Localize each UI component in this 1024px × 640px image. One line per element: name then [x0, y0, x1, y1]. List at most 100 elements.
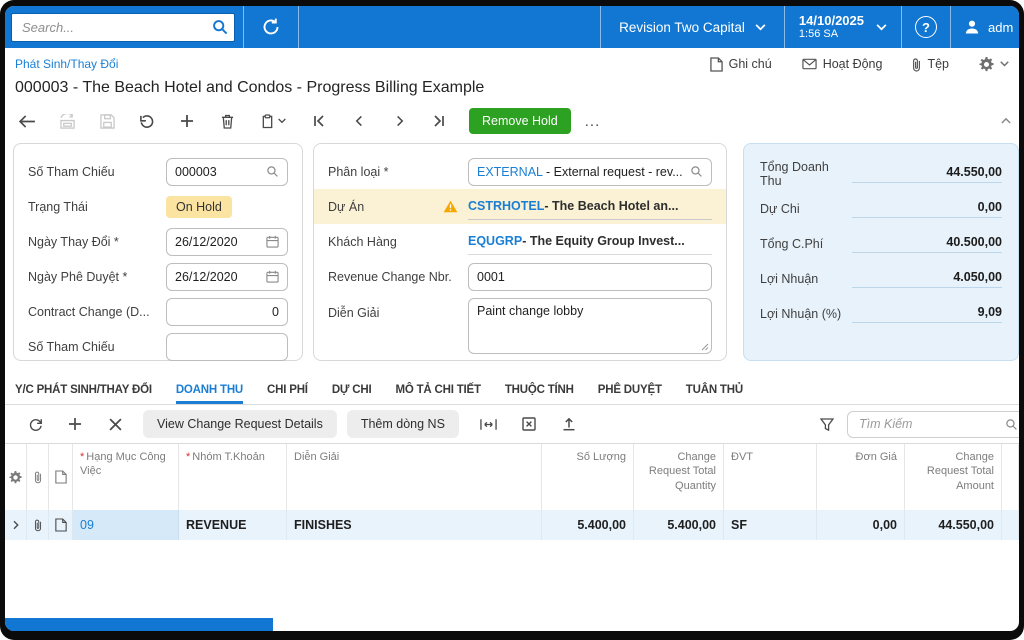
cell-quantity[interactable]: 5.400,00 [542, 510, 634, 540]
global-search[interactable] [11, 12, 235, 42]
column-header-cost-code[interactable]: * Hạng Mục Công Việc [73, 444, 179, 510]
last-record-icon [433, 115, 445, 127]
tab-bar: Y/C PHÁT SINH/THAY ĐỔI DOANH THU CHI PHÍ… [5, 377, 1019, 405]
search-icon [212, 19, 228, 35]
customization-menu[interactable] [979, 56, 1009, 72]
tenant-menu[interactable]: Revision Two Capital [601, 6, 784, 48]
help-button[interactable]: ? [902, 6, 950, 48]
column-header-uom[interactable]: ĐVT [724, 444, 817, 510]
filter-button[interactable] [807, 410, 847, 438]
notes-button[interactable]: Ghi chú [709, 56, 772, 72]
go-last-button[interactable] [419, 106, 459, 136]
breadcrumb[interactable]: Phát Sinh/Thay Đổi [15, 57, 119, 71]
row-note-button[interactable] [49, 510, 73, 540]
clipboard-icon [261, 113, 274, 129]
ref-nbr-2-input[interactable] [166, 332, 288, 361]
tab-compliance[interactable]: TUÂN THỦ [685, 384, 743, 396]
project-code-link[interactable]: CSTRHOTEL [468, 199, 545, 213]
cell-cost-code[interactable]: 09 [73, 510, 179, 540]
customer-input[interactable]: EQUGRP - The Equity Group Invest... [468, 229, 712, 255]
cell-cr-total-amount[interactable]: 44.550,00 [905, 510, 1002, 540]
calendar-icon[interactable] [266, 270, 279, 283]
trash-icon [221, 114, 234, 129]
delete-button[interactable] [207, 106, 247, 136]
tab-commitments[interactable]: DỰ CHI [331, 384, 372, 396]
go-next-button[interactable] [379, 106, 419, 136]
cell-uom[interactable]: SF [724, 510, 817, 540]
tab-revenue[interactable]: DOANH THU [175, 384, 243, 404]
files-button[interactable]: Tệp [912, 57, 949, 72]
cost-code-link[interactable]: 09 [80, 518, 94, 532]
business-date-button[interactable] [244, 6, 298, 48]
ref-nbr-input[interactable]: 000003 [166, 157, 288, 186]
calendar-icon[interactable] [266, 235, 279, 248]
insert-button[interactable] [167, 106, 207, 136]
go-previous-button[interactable] [339, 106, 379, 136]
cell-account-group[interactable]: REVENUE [179, 510, 287, 540]
field-label: Số Tham Chiếu [28, 164, 115, 179]
go-first-button[interactable] [299, 106, 339, 136]
field-contract-change: Contract Change (D... 0 [14, 294, 302, 329]
class-code-link[interactable]: EXTERNAL [477, 164, 543, 179]
grid-search[interactable] [847, 410, 1019, 438]
column-header-quantity[interactable]: Số Lượng [542, 444, 634, 510]
approval-date-input[interactable]: 26/12/2020 [166, 262, 288, 291]
copy-paste-button[interactable] [247, 106, 299, 136]
view-change-request-details-button[interactable]: View Change Request Details [143, 410, 337, 438]
description-textarea[interactable]: Paint change lobby [468, 298, 712, 354]
field-label: Diễn Giải [328, 306, 380, 320]
tab-detailed-description[interactable]: MÔ TẢ CHI TIẾT [395, 384, 481, 396]
tab-costs[interactable]: CHI PHÍ [267, 384, 308, 396]
fit-to-screen-button[interactable] [469, 410, 509, 438]
column-header-cr-total-quantity[interactable]: Change Request Total Quantity [634, 444, 724, 510]
column-header-account-group[interactable]: * Nhóm T.Khoản [179, 444, 287, 510]
user-menu[interactable]: adm [951, 18, 1019, 36]
tab-approvals[interactable]: PHÊ DUYỆT [597, 384, 662, 396]
grid-add-row-button[interactable] [55, 410, 95, 438]
business-date-menu[interactable]: 14/10/2025 1:56 SA [785, 6, 901, 48]
upload-from-file-button[interactable] [549, 410, 589, 438]
rev-change-nbr-input[interactable]: 0001 [468, 262, 712, 291]
column-header-unit-rate[interactable]: Đơn Giá [817, 444, 905, 510]
column-settings-button[interactable] [5, 444, 27, 510]
row-files-button[interactable] [27, 510, 49, 540]
total-label: Lợi Nhuận [760, 271, 819, 286]
contract-change-input[interactable]: 0 [166, 297, 288, 326]
add-budget-line-button[interactable]: Thêm dòng NS [346, 410, 459, 438]
project-input[interactable]: CSTRHOTEL - The Beach Hotel an... [468, 194, 712, 220]
totals-panel: Tổng Doanh Thu 44.550,00 Dự Chi 0,00 Tổn… [743, 143, 1019, 361]
column-header-description[interactable]: Diễn Giải [287, 444, 542, 510]
lookup-icon[interactable] [690, 165, 703, 178]
class-input[interactable]: EXTERNAL - External request - rev... [468, 157, 712, 186]
grid-refresh-button[interactable] [15, 410, 55, 438]
change-date-input[interactable]: 26/12/2020 [166, 227, 288, 256]
remove-hold-button[interactable]: Remove Hold [469, 108, 571, 134]
cancel-undo-button[interactable] [127, 106, 167, 136]
gear-icon [979, 56, 994, 72]
approval-date-value: 26/12/2020 [175, 269, 238, 284]
grid-search-input[interactable] [857, 416, 1005, 432]
tab-change-request[interactable]: Y/C PHÁT SINH/THAY ĐỔI [15, 384, 152, 396]
expand-row-button[interactable] [5, 510, 27, 540]
horizontal-scrollbar-thumb[interactable] [5, 618, 273, 631]
global-search-input[interactable] [20, 18, 212, 36]
back-button[interactable] [7, 106, 47, 136]
business-time-value: 1:56 SA [798, 28, 839, 40]
table-row[interactable]: 09 REVENUE FINISHES 5.400,00 5.400,00 SF… [5, 510, 1019, 540]
lookup-icon[interactable] [266, 165, 279, 178]
export-to-excel-button[interactable] [509, 410, 549, 438]
cell-description[interactable]: FINISHES [287, 510, 542, 540]
cell-unit-rate[interactable]: 0,00 [817, 510, 905, 540]
tab-attributes[interactable]: THUỘC TÍNH [504, 384, 574, 396]
column-header-cr-total-amount[interactable]: Change Request Total Amount [905, 444, 1002, 510]
customer-code-link[interactable]: EQUGRP [468, 234, 523, 248]
grid-delete-row-button[interactable] [95, 410, 135, 438]
resize-handle-icon[interactable] [701, 343, 709, 351]
collapse-panel-icon[interactable] [1001, 117, 1011, 124]
cell-cr-total-quantity[interactable]: 5.400,00 [634, 510, 724, 540]
activities-button[interactable]: Hoạt Động [802, 57, 882, 71]
topbar-divider [901, 6, 902, 48]
more-actions-button[interactable]: ... [584, 112, 601, 130]
required-marker: * [186, 451, 191, 463]
search-icon [1005, 418, 1018, 431]
